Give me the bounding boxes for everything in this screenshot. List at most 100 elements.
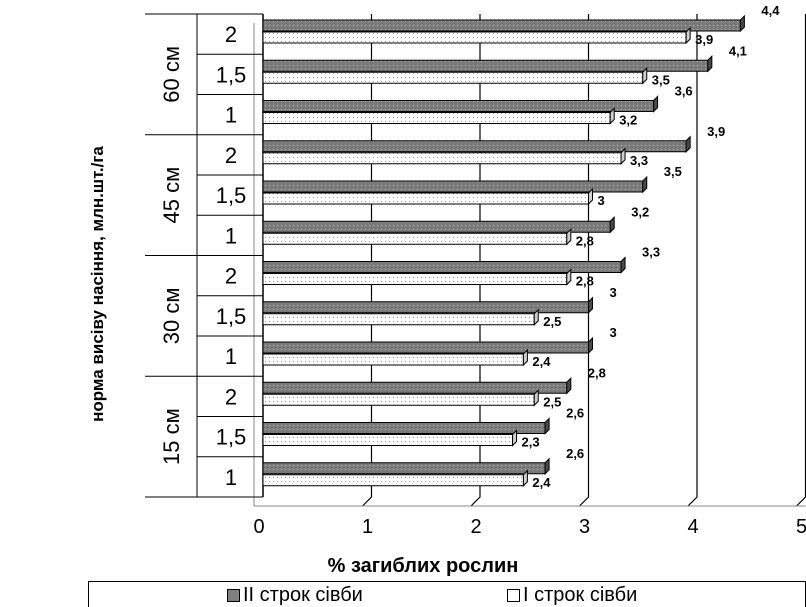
bar-series-1-cap — [522, 348, 528, 367]
bar-series-2 — [262, 140, 687, 153]
data-label-series-2: 3,2 — [631, 204, 649, 219]
legend-label: І строк сівби — [523, 584, 638, 606]
x-tick-label: 2 — [470, 516, 481, 538]
rate-label: 2 — [225, 143, 237, 168]
data-label-series-2: 3,9 — [707, 124, 725, 139]
bar-series-1-cap — [620, 147, 626, 165]
rate-label: 1 — [225, 344, 237, 369]
gridline — [579, 14, 590, 507]
bar-series-2-cap — [544, 417, 550, 435]
bar-series-1 — [262, 273, 568, 285]
rate-label: 2 — [225, 22, 237, 47]
data-label-series-1: 3,2 — [619, 113, 637, 128]
bar-series-2-cap — [642, 175, 648, 194]
data-label-series-1: 3,5 — [652, 72, 670, 87]
data-label-series-1: 3,3 — [630, 153, 648, 168]
group-label: 45 см — [159, 167, 184, 224]
bar-series-2 — [262, 301, 589, 314]
legend-item-series-2: ІІ строк сівби — [227, 584, 363, 607]
data-label-series-1: 3,9 — [695, 32, 713, 47]
data-label-series-2: 4,1 — [729, 43, 747, 58]
bar-series-2 — [262, 59, 709, 72]
y-axis-title: норма висіву насіння, млн.шт./га — [88, 146, 107, 422]
gridline — [687, 14, 698, 507]
bar-series-1-cap — [685, 26, 691, 45]
data-label-series-2: 2,8 — [588, 365, 606, 380]
bar-series-1 — [262, 71, 644, 84]
bars — [262, 14, 745, 487]
bar-series-1 — [262, 434, 514, 446]
bar-series-1 — [262, 232, 568, 245]
data-label-series-1: 2,5 — [543, 314, 561, 329]
bar-series-1 — [262, 192, 589, 205]
bar-series-1-cap — [522, 469, 528, 487]
x-tick-labels: 0 1 2 3 4 5 — [253, 516, 806, 538]
rate-label: 1 — [225, 103, 237, 128]
bar-series-1-cap — [588, 187, 593, 206]
bar-series-1 — [262, 313, 535, 326]
data-label-series-2: 2,6 — [566, 446, 584, 461]
bar-series-1-cap — [533, 308, 539, 326]
legend-item-series-1: І строк сівби — [507, 584, 637, 607]
bar-series-2 — [262, 100, 655, 112]
bar-series-2-cap — [620, 256, 626, 274]
group-label: 30 см — [159, 288, 184, 345]
bar-series-1-cap — [609, 107, 615, 125]
bar-series-2 — [262, 381, 568, 394]
data-label-series-1: 2,8 — [576, 274, 594, 289]
data-label-series-2: 4,4 — [761, 3, 780, 18]
bar-series-1 — [262, 353, 524, 366]
rate-label: 1,5 — [216, 425, 247, 450]
axes — [145, 13, 806, 507]
data-label-series-1: 2,5 — [543, 394, 561, 409]
data-label-series-1: 2,4 — [532, 475, 551, 490]
x-tick-label: 0 — [253, 516, 264, 538]
data-labels: 2,4 2,6 2,3 2,6 2,5 2,8 2,4 3 2,5 3 2,8 3,3 2,8 3,2 3 3… — [522, 3, 781, 490]
bar-series-2-cap — [653, 95, 659, 113]
y-category-labels: 1 1,5 2 1 1,5 2 1 1,5 2 1 1,5 2 15 см 30 см 45 см 60 см — [159, 22, 246, 490]
x-tick-label: 1 — [362, 516, 373, 538]
bar-series-2-cap — [588, 336, 593, 355]
bar-series-2 — [262, 422, 546, 434]
data-label-series-1: 2,4 — [532, 354, 551, 369]
x-tick-label: 4 — [687, 516, 698, 538]
rate-label: 2 — [225, 384, 237, 409]
bar-series-1 — [262, 474, 524, 487]
bar-series-2-cap — [566, 377, 572, 395]
x-tick-label: 5 — [796, 516, 806, 538]
bar-series-2 — [262, 180, 644, 193]
x-axis-title: % загиблих рослин — [328, 555, 519, 577]
legend-label: ІІ строк сівби — [243, 584, 363, 606]
bar-series-2 — [262, 261, 622, 273]
bar-series-1-cap — [566, 268, 572, 286]
data-label-series-1: 3 — [598, 193, 605, 208]
bar-series-1 — [262, 393, 535, 406]
bar-series-2 — [262, 19, 741, 32]
data-label-series-2: 3 — [610, 285, 617, 300]
bar-series-2-cap — [685, 135, 691, 153]
bar-series-2 — [262, 462, 546, 475]
data-label-series-1: 2,8 — [576, 233, 594, 248]
gridline — [796, 14, 806, 507]
legend-swatch-white — [507, 589, 520, 602]
rate-label: 1,5 — [216, 183, 247, 208]
bar-series-1-cap — [566, 228, 572, 246]
bar-series-1-cap — [512, 429, 518, 447]
rate-label: 1 — [225, 223, 237, 248]
bar-series-2-cap — [609, 216, 615, 234]
gridline — [470, 14, 481, 507]
rate-label: 2 — [225, 264, 237, 289]
data-label-series-2: 3,5 — [664, 164, 682, 179]
group-label: 60 см — [159, 46, 184, 103]
bar-series-1 — [262, 152, 622, 165]
bar-series-2 — [262, 220, 611, 233]
rate-label: 1 — [225, 465, 237, 490]
x-tick-label: 3 — [579, 516, 590, 538]
legend: ІІ строк сівби І строк сівби — [88, 581, 806, 607]
bar-series-2 — [262, 341, 589, 354]
gridline — [362, 14, 373, 507]
rate-label: 1,5 — [216, 62, 247, 87]
bar-series-2-cap — [588, 296, 593, 314]
bar-series-1 — [262, 112, 611, 124]
